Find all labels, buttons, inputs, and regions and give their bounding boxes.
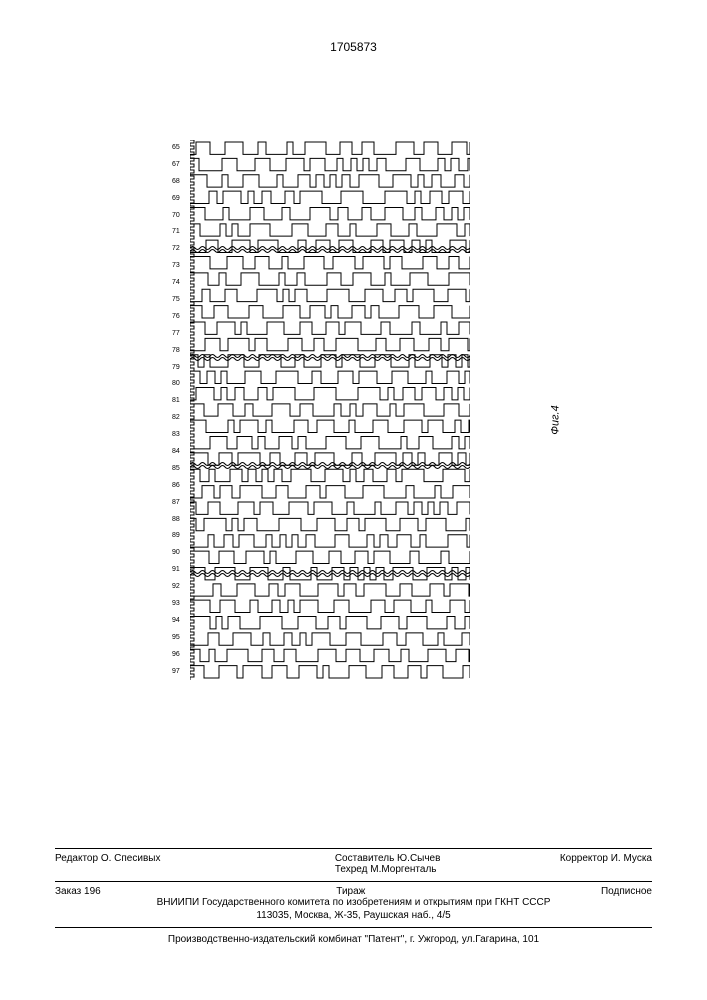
corrector-credit: Корректор И. Муска [560,853,652,875]
tirazh-label: Тираж [336,886,365,897]
zakaz-number: Заказ 196 [55,886,101,897]
address-line: 113035, Москва, Ж-35, Раушская наб., 4/5 [55,910,652,928]
signal-label: 88 [172,512,180,528]
footer-block: Редактор О. Спесивых Составитель Ю.Сычев… [55,848,652,945]
signal-label: 77 [172,326,180,342]
signal-label: 95 [172,630,180,646]
signal-label: 65 [172,140,180,156]
signal-label: 94 [172,613,180,629]
signal-label: 87 [172,495,180,511]
signal-label: 73 [172,258,180,274]
signal-label: 91 [172,562,180,578]
signal-label: 69 [172,191,180,207]
signal-label: 75 [172,292,180,308]
signal-label: 82 [172,410,180,426]
signal-label: 68 [172,174,180,190]
signal-label: 84 [172,444,180,460]
page-number: 1705873 [330,40,377,54]
signal-label: 79 [172,360,180,376]
signal-label: 80 [172,376,180,392]
signal-label: 76 [172,309,180,325]
signal-label: 81 [172,393,180,409]
publisher-line: Производственно-издательский комбинат "П… [55,934,652,945]
techred-credit: Техред М.Моргенталь [335,864,437,875]
signal-label: 97 [172,664,180,680]
footer-credits-line1: Редактор О. Спесивых Составитель Ю.Сычев… [55,848,652,875]
signal-label: 96 [172,647,180,663]
editor-credit: Редактор О. Спесивых [55,853,160,875]
vniipi-line: ВНИИПИ Государственного комитета по изоб… [55,897,652,908]
signal-label: 90 [172,545,180,561]
composer-techred-block: Составитель Ю.Сычев Техред М.Моргенталь [335,853,441,875]
signal-label: 86 [172,478,180,494]
signal-label: 71 [172,224,180,240]
figure-label: Фиг.4 [549,405,561,434]
signal-label: 78 [172,343,180,359]
signal-label: 74 [172,275,180,291]
signal-labels-column: 6567686970717273747576777879808182838485… [172,140,180,680]
signal-label: 83 [172,427,180,443]
signal-label: 70 [172,208,180,224]
signal-label: 72 [172,241,180,257]
signal-label: 85 [172,461,180,477]
podpisnoe-label: Подписное [601,886,652,897]
composer-credit: Составитель Ю.Сычев [335,853,441,864]
timing-diagram-svg [190,140,470,680]
signal-label: 93 [172,596,180,612]
timing-diagram-container: 6567686970717273747576777879808182838485… [190,140,510,700]
zakaz-line: Заказ 196 Тираж Подписное [55,881,652,897]
signal-label: 67 [172,157,180,173]
signal-label: 92 [172,579,180,595]
signal-label: 89 [172,528,180,544]
